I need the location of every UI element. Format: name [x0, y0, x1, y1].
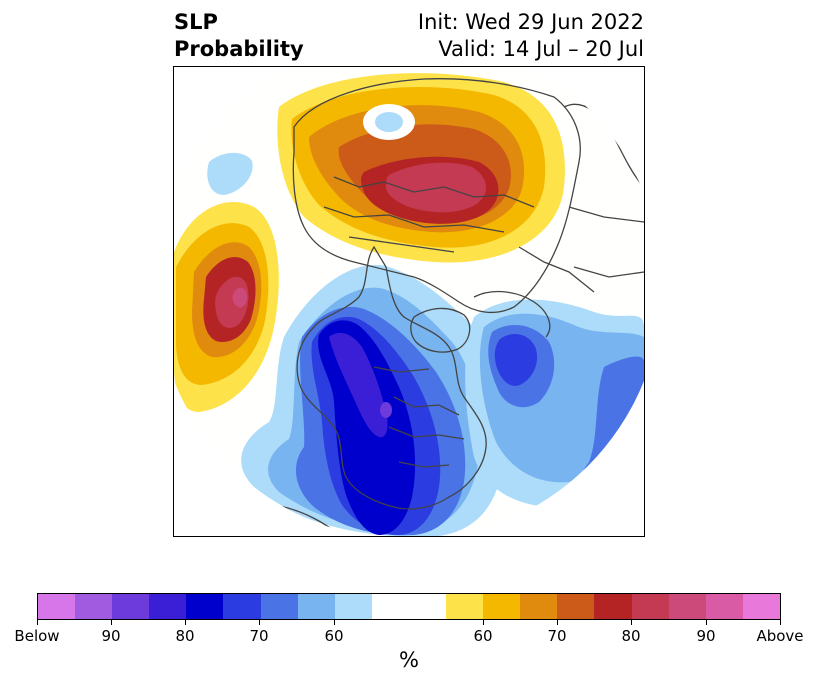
colorbar-tick	[483, 620, 484, 625]
title-variable: SLP	[174, 10, 218, 34]
colorbar-tick-label: 60	[473, 627, 493, 645]
map-dates: Init: Wed 29 Jun 2022 Valid: 14 Jul – 20…	[418, 9, 644, 63]
colorbar-swatch	[557, 594, 595, 619]
coastlines	[183, 78, 644, 536]
colorbar-tick-label: 60	[324, 627, 344, 645]
colorbar-swatch	[112, 594, 150, 619]
below-patch-pacific	[207, 152, 253, 195]
init-date: Init: Wed 29 Jun 2022	[417, 10, 644, 34]
colorbar-tick-label: 70	[547, 627, 567, 645]
colorbar-swatch	[705, 594, 743, 619]
colorbar-swatch	[742, 594, 780, 619]
colorbar-tick	[334, 620, 335, 625]
colorbar-tick	[557, 620, 558, 625]
below-region-atlantic	[465, 299, 644, 512]
colorbar-tick-label: Below	[14, 627, 60, 645]
colorbar-tick	[185, 620, 186, 625]
colorbar-swatch	[334, 594, 372, 619]
colorbar-tick	[259, 620, 260, 625]
colorbar-tick-label: 80	[621, 627, 641, 645]
colorbar-swatch	[668, 594, 706, 619]
colorbar-unit: %	[399, 648, 419, 672]
colorbar-swatch	[594, 594, 632, 619]
colorbar-swatch	[260, 594, 298, 619]
colorbar-swatch	[520, 594, 558, 619]
colorbar-swatch	[371, 594, 447, 619]
title-type: Probability	[174, 37, 304, 61]
colorbar-swatch	[483, 594, 521, 619]
colorbar-swatch	[631, 594, 669, 619]
colorbar-swatch	[446, 594, 484, 619]
colorbar-tick	[631, 620, 632, 625]
probability-map	[173, 66, 645, 537]
colorbar-swatch	[186, 594, 224, 619]
colorbar-swatch	[297, 594, 335, 619]
colorbar-swatch	[223, 594, 261, 619]
colorbar-swatch	[149, 594, 187, 619]
colorbar-tick-label: 90	[101, 627, 121, 645]
colorbar-tick-label: 80	[175, 627, 195, 645]
colorbar	[37, 593, 781, 620]
colorbar-tick	[37, 620, 38, 625]
colorbar-tick	[706, 620, 707, 625]
colorbar-tick	[780, 620, 781, 625]
map-title: SLP Probability	[174, 9, 304, 63]
valid-range: Valid: 14 Jul – 20 Jul	[438, 37, 644, 61]
above-region-pacific	[174, 202, 279, 412]
colorbar-tick	[111, 620, 112, 625]
colorbar-tick-label: 70	[249, 627, 269, 645]
colorbar-swatch	[38, 594, 76, 619]
colorbar-swatch	[75, 594, 113, 619]
colorbar-tick-label: Above	[756, 627, 804, 645]
map-canvas	[174, 67, 644, 536]
colorbar-tick-label: 90	[696, 627, 716, 645]
